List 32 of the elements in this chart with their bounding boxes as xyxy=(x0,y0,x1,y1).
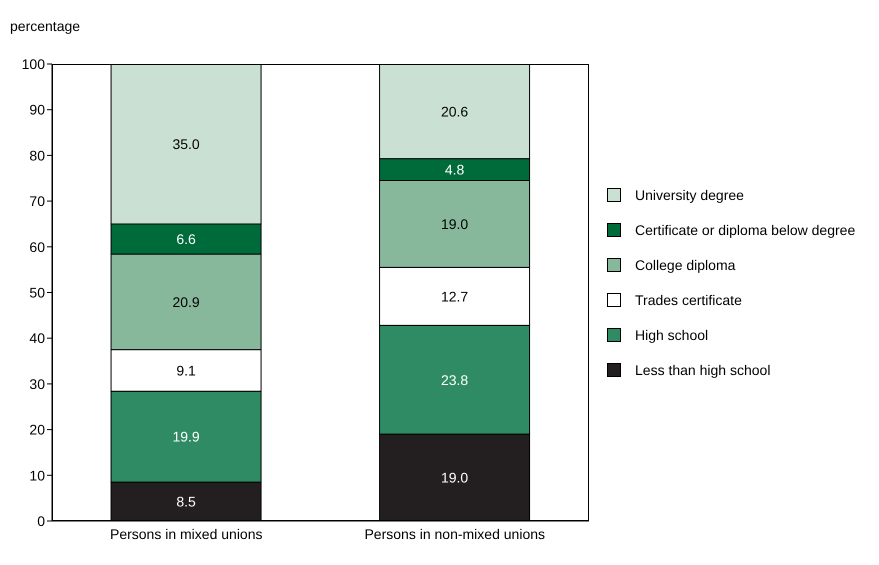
data-label: 12.7 xyxy=(440,288,468,304)
data-label: 4.8 xyxy=(444,162,465,178)
y-tick-label: 40 xyxy=(29,330,46,346)
legend-label: Less than high school xyxy=(635,362,770,378)
data-label: 9.1 xyxy=(176,362,196,378)
y-tick-label: 80 xyxy=(29,147,46,164)
y-tick-label: 70 xyxy=(29,193,46,210)
y-tick-label: 10 xyxy=(29,467,46,484)
y-tick-label: 60 xyxy=(29,238,46,255)
data-label: 19.0 xyxy=(440,470,468,486)
data-label: 35.0 xyxy=(172,136,200,152)
data-label: 19.0 xyxy=(440,216,468,232)
x-tick-label: Persons in mixed unions xyxy=(110,526,263,542)
y-tick-label: 30 xyxy=(29,376,46,392)
data-label: 23.8 xyxy=(440,372,468,388)
y-axis-title: percentage xyxy=(10,18,80,34)
y-tick-label: 0 xyxy=(37,512,46,529)
y-tick-label: 20 xyxy=(29,422,46,438)
y-tick-label: 90 xyxy=(29,102,46,118)
legend-label: University degree xyxy=(635,187,744,203)
legend-label: Certificate or diploma below degree xyxy=(635,222,856,238)
legend-label: Trades certificate xyxy=(635,292,742,308)
legend-label: College diploma xyxy=(635,257,736,273)
legend-label: High school xyxy=(635,327,708,343)
y-tick-label: 100 xyxy=(22,56,46,72)
data-label: 20.9 xyxy=(172,294,200,310)
data-label: 6.6 xyxy=(176,231,196,248)
x-tick-label: Persons in non-mixed unions xyxy=(364,526,546,542)
data-label: 8.5 xyxy=(176,494,196,510)
y-tick-label: 50 xyxy=(29,284,46,300)
data-label: 19.9 xyxy=(172,428,200,445)
data-label: 20.6 xyxy=(440,104,468,120)
